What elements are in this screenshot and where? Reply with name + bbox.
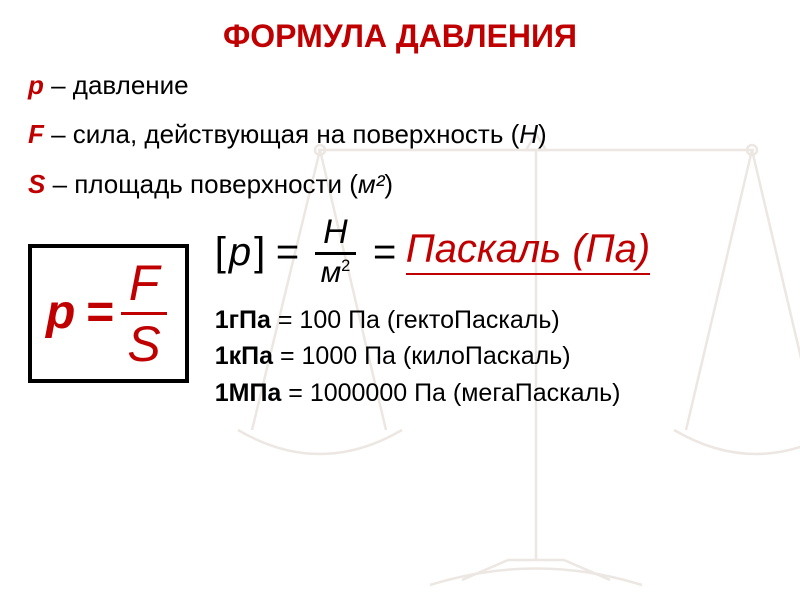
unit-expression: [ p ] = Н м2 = Паскаль (Па) <box>215 215 650 288</box>
conversion-MPa: 1МПа = 1000000 Па (мегаПаскаль) <box>215 375 650 411</box>
conversion-hPa: 1гПа = 100 Па (гектоПаскаль) <box>215 302 650 338</box>
formula-denominator: S <box>121 315 166 369</box>
close-bracket: ] <box>254 232 265 272</box>
definition-p: p – давление <box>28 61 772 110</box>
page-title: ФОРМУЛА ДАВЛЕНИЯ <box>28 18 772 55</box>
def-F-text: – сила, действующая на поверхность ( <box>44 119 519 149</box>
unit-eq1: = <box>275 232 298 272</box>
formula-fraction: F S <box>121 258 166 369</box>
conversion-kPa: 1кПа = 1000 Па (килоПаскаль) <box>215 338 650 374</box>
unit-eq2: = <box>372 232 395 272</box>
formula-box: p = F S <box>28 244 189 383</box>
unit-den: м2 <box>315 255 357 288</box>
formula-numerator: F <box>123 258 166 312</box>
symbol-p: p <box>28 70 44 100</box>
definition-F: F – сила, действующая на поверхность (Н) <box>28 110 772 159</box>
unit-var-p: p <box>229 232 251 272</box>
def-S-after: ) <box>384 169 393 199</box>
def-S-unit: м² <box>358 169 384 199</box>
def-p-text: – давление <box>44 70 189 100</box>
def-S-text: – площадь поверхности ( <box>45 169 358 199</box>
def-F-unit: Н <box>519 119 538 149</box>
pascal-label: Паскаль (Па) <box>406 229 651 275</box>
unit-fraction: Н м2 <box>315 215 357 288</box>
symbol-S: S <box>28 169 45 199</box>
conversions-block: 1гПа = 100 Па (гектоПаскаль) 1кПа = 1000… <box>215 302 650 411</box>
symbol-F: F <box>28 119 44 149</box>
unit-num: Н <box>317 215 354 252</box>
definitions-block: p – давление F – сила, действующая на по… <box>28 61 772 209</box>
formula-lhs: p <box>46 289 75 337</box>
def-F-after: ) <box>538 119 547 149</box>
definition-S: S – площадь поверхности (м²) <box>28 160 772 209</box>
formula-row: p = F S [ p ] = Н м2 = Паскаль (Па) <box>28 215 772 411</box>
formula-eq: = <box>85 289 113 337</box>
open-bracket: [ <box>215 232 226 272</box>
